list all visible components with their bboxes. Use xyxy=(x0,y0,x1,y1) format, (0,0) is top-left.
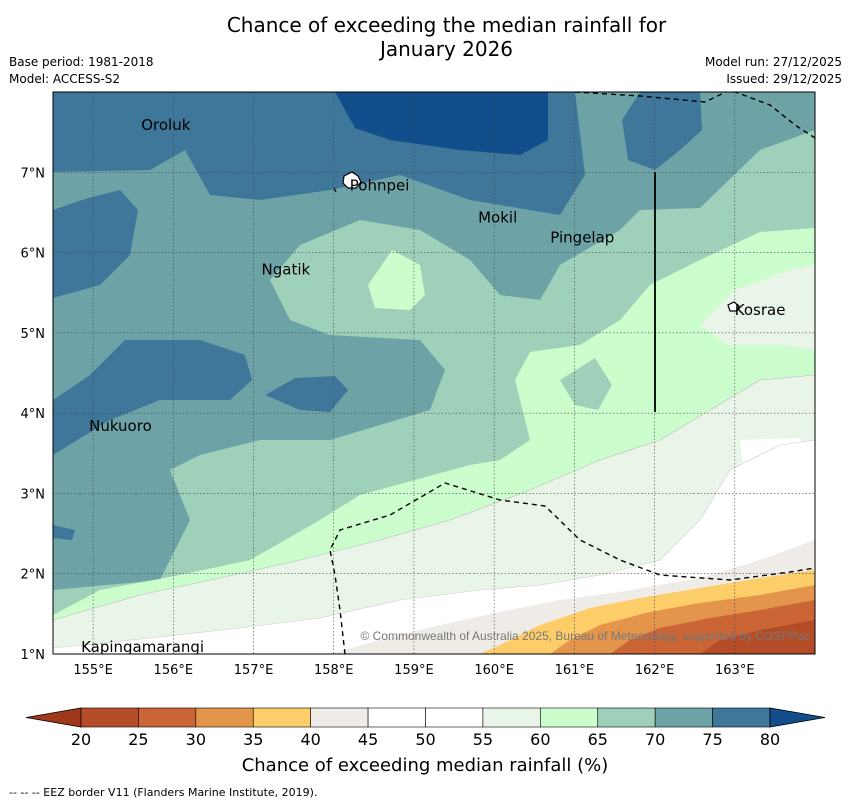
colorbar-extend-high xyxy=(769,707,826,728)
place-label: Pohnpei xyxy=(350,176,410,194)
lon-tick-label: 156°E xyxy=(154,663,194,678)
issued-label: Issued: 29/12/2025 xyxy=(726,72,842,86)
lon-tick-label: 155°E xyxy=(73,663,113,678)
band-20-25 xyxy=(700,620,815,654)
colorbar: 20 25 30 35 40 45 50 55 60 65 70 75 80 xyxy=(25,707,826,749)
colorbar-segment xyxy=(80,707,139,728)
model-run-label: Model run: 27/12/2025 xyxy=(704,55,842,69)
band-65-70-patch xyxy=(560,358,612,410)
band-70-75 xyxy=(53,92,815,590)
eez-footnote: -- -- -- EEZ border V11 (Flanders Marine… xyxy=(9,786,318,799)
colorbar-segment xyxy=(195,707,254,728)
colorbar-extend-low xyxy=(25,707,82,728)
band-50-55-top xyxy=(740,438,812,480)
model-label: Model: ACCESS-S2 xyxy=(9,72,121,86)
colorbar-tick-label: 40 xyxy=(300,730,320,749)
colorbar-tick-label: 60 xyxy=(530,730,550,749)
colorbar-tick-label: 75 xyxy=(702,730,722,749)
info-right: Model run: 27/12/2025 Issued: 29/12/2025 xyxy=(705,54,842,88)
lon-tick-label: 159°E xyxy=(394,663,434,678)
colorbar-tick-label: 80 xyxy=(760,730,780,749)
band-75-80-small xyxy=(265,376,348,412)
contour-line xyxy=(53,439,815,649)
place-label: Ngatik xyxy=(262,261,311,279)
colorbar-tick-label: 35 xyxy=(243,730,263,749)
colorbar-segment xyxy=(712,707,771,728)
title-line-1: Chance of exceeding the median rainfall … xyxy=(226,13,667,37)
map-frame xyxy=(52,91,816,655)
place-labels: Oroluk Pohnpei Mokil Pingelap Ngatik Kosrae Nu… xyxy=(81,116,786,656)
colorbar-segment xyxy=(367,707,426,728)
lon-tick-label: 157°E xyxy=(234,663,274,678)
band-75-80-top-right xyxy=(622,92,702,170)
eez-border-south xyxy=(329,482,815,654)
place-label: Kapingamarangi xyxy=(81,638,204,656)
colorbar-segment xyxy=(482,707,541,728)
colorbar-tick-label: 65 xyxy=(588,730,608,749)
colorbar-segment xyxy=(138,707,197,728)
colorbar-tick-label: 45 xyxy=(358,730,378,749)
colorbar-title: Chance of exceeding median rainfall (%) xyxy=(241,755,609,776)
colorbar-segment xyxy=(310,707,369,728)
info-left: Base period: 1981-2018 Model: ACCESS-S2 xyxy=(9,54,154,88)
lon-tick-label: 160°E xyxy=(474,663,514,678)
lat-tick-label: 4°N xyxy=(21,407,46,422)
pohnpei-island-icon xyxy=(342,171,362,189)
contour-line xyxy=(53,374,815,621)
band-60-65-island xyxy=(368,250,425,310)
lat-tick-label: 1°N xyxy=(21,648,46,663)
eez-border-north xyxy=(574,92,815,139)
band-75-80-edge xyxy=(53,525,75,540)
colorbar-segment xyxy=(425,707,484,728)
band-55-60 xyxy=(53,265,815,654)
band-75-80-left xyxy=(53,190,138,298)
colorbar-tick-label: 55 xyxy=(473,730,493,749)
lat-tick-label: 2°N xyxy=(21,568,46,583)
base-period-label: Base period: 1981-2018 xyxy=(9,55,154,69)
colorbar-segment xyxy=(654,707,713,728)
place-label: Nukuoro xyxy=(89,417,152,435)
map-title: Chance of exceeding the median rainfall … xyxy=(0,13,850,61)
band-80-plus xyxy=(335,92,548,155)
title-line-2: January 2026 xyxy=(379,37,514,61)
colorbar-tick-label: 50 xyxy=(415,730,435,749)
lat-tick-label: 7°N xyxy=(21,166,46,181)
lat-tick-label: 5°N xyxy=(21,327,46,342)
lon-tick-label: 163°E xyxy=(715,663,755,678)
band-75-80-mid xyxy=(53,340,252,455)
colorbar-tick-label: 20 xyxy=(71,730,91,749)
place-label: Oroluk xyxy=(141,116,190,134)
lat-tick-label: 3°N xyxy=(21,487,46,502)
probability-field: Oroluk Pohnpei Mokil Pingelap Ngatik Kosrae Nu… xyxy=(53,92,815,656)
lon-tick-label: 162°E xyxy=(635,663,675,678)
lat-tick-label: 6°N xyxy=(21,247,46,262)
colorbar-tick-label: 25 xyxy=(128,730,148,749)
colorbar-tick-label: 30 xyxy=(186,730,206,749)
colorbar-segment xyxy=(252,707,311,728)
kosrae-island-icon xyxy=(727,301,740,312)
place-label: Mokil xyxy=(478,208,517,226)
copyright-text: © Commonwealth of Australia 2025, Bureau… xyxy=(360,629,810,643)
colorbar-segment xyxy=(540,707,599,728)
lon-tick-label: 158°E xyxy=(314,663,354,678)
place-label: Pingelap xyxy=(550,229,614,247)
place-label: Kosrae xyxy=(735,301,786,319)
axis-ticks: 155°E 156°E 157°E 158°E 159°E 160°E 161°E 162°E… xyxy=(21,166,755,678)
lon-tick-label: 161°E xyxy=(555,663,595,678)
colorbar-segment xyxy=(597,707,656,728)
colorbar-tick-label: 70 xyxy=(645,730,665,749)
atoll-marker xyxy=(333,187,337,193)
